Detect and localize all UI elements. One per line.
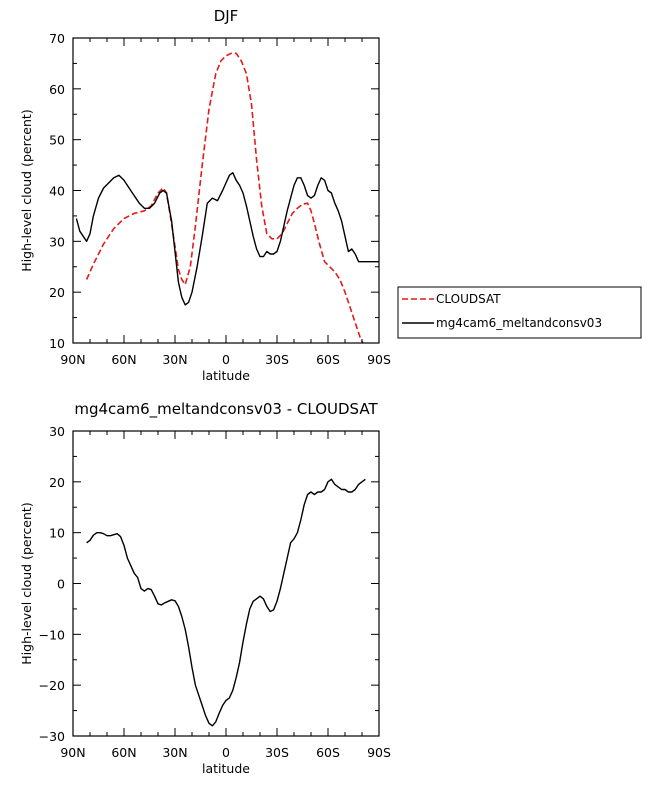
x-tick-label: 60N xyxy=(111,745,136,760)
diff-chart-title: mg4cam6_meltandconsv03 - CLOUDSAT xyxy=(74,400,378,419)
y-tick-label: 40 xyxy=(49,184,65,199)
chart-title: DJF xyxy=(214,7,239,25)
x-tick-label: 90N xyxy=(60,745,85,760)
y-tick-label: 30 xyxy=(49,234,65,249)
y-tick-label: −30 xyxy=(39,729,65,744)
legend-entry-mg4cam6-meltandconsv03: mg4cam6_meltandconsv03 xyxy=(436,316,602,330)
y-tick-label: 0 xyxy=(57,577,65,592)
x-tick-label: 90S xyxy=(367,352,391,367)
plot-frame xyxy=(72,37,380,344)
x-tick-label: 60S xyxy=(316,352,340,367)
x-tick-label: 30N xyxy=(162,745,187,760)
series-line-mg4cam6-meltandconsv03 xyxy=(75,172,379,306)
x-tick-label: 0 xyxy=(222,745,230,760)
x-tick-label: 30S xyxy=(265,745,289,760)
diff-plot-frame xyxy=(72,430,380,737)
y-tick-label: 70 xyxy=(49,31,65,46)
legend-entry-cloudsat: CLOUDSAT xyxy=(436,292,501,306)
y-tick-label: 30 xyxy=(49,424,65,439)
x-tick-label: 60S xyxy=(316,745,340,760)
legend-box xyxy=(397,286,642,339)
series-line-cloudsat xyxy=(85,52,364,343)
x-tick-label: 30N xyxy=(162,352,187,367)
x-tick-label: 90S xyxy=(367,745,391,760)
y-tick-label: 10 xyxy=(49,526,65,541)
y-tick-label: 10 xyxy=(49,336,65,351)
x-tick-label: 0 xyxy=(222,352,230,367)
x-tick-label: 30S xyxy=(265,352,289,367)
y-tick-label: −20 xyxy=(39,678,65,693)
x-axis-label: latitude xyxy=(202,368,250,383)
y-tick-label: 20 xyxy=(49,475,65,490)
y-tick-label: 20 xyxy=(49,285,65,300)
x-axis-label: latitude xyxy=(202,761,250,776)
y-tick-label: −10 xyxy=(39,627,65,642)
difference-line xyxy=(86,478,366,727)
y-tick-label: 60 xyxy=(49,82,65,97)
x-tick-label: 60N xyxy=(111,352,136,367)
x-tick-label: 90N xyxy=(60,352,85,367)
y-axis-label: High-level cloud (percent) xyxy=(19,109,34,271)
y-axis-label: High-level cloud (percent) xyxy=(19,502,34,664)
legend: CLOUDSAT mg4cam6_meltandconsv03 xyxy=(397,286,642,339)
y-tick-label: 50 xyxy=(49,133,65,148)
